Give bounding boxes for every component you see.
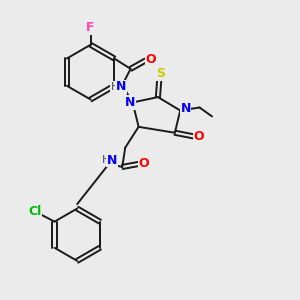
Text: Cl: Cl (28, 205, 41, 218)
Text: F: F (86, 21, 95, 34)
Text: S: S (156, 68, 165, 80)
Text: O: O (139, 157, 149, 170)
Text: O: O (146, 53, 156, 66)
Text: H: H (111, 82, 119, 92)
Text: N: N (180, 103, 191, 116)
Text: N: N (125, 96, 136, 109)
Text: H: H (102, 155, 110, 165)
Text: O: O (193, 130, 204, 143)
Text: N: N (116, 80, 126, 93)
Text: N: N (107, 154, 117, 166)
